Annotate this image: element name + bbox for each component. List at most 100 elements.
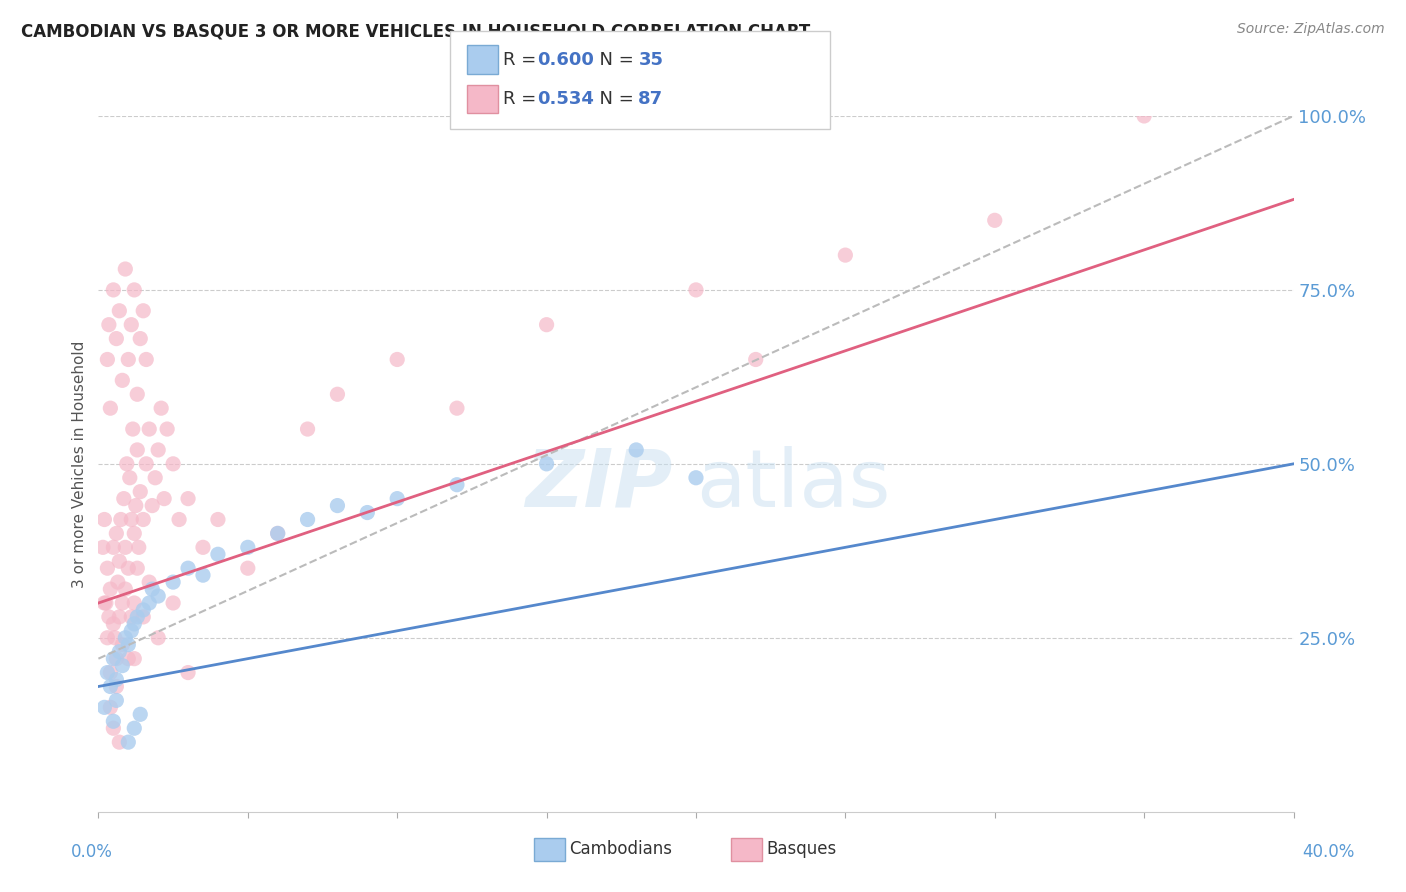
Point: [108, 735, 131, 749]
Point: [129, 332, 152, 346]
Point: [98, 401, 122, 416]
Point: [103, 283, 125, 297]
Point: [117, 561, 139, 575]
Point: [129, 707, 152, 722]
Point: [111, 658, 134, 673]
Text: N =: N =: [588, 90, 640, 108]
Point: [124, 283, 146, 297]
Point: [117, 638, 139, 652]
Point: [834, 248, 856, 262]
Point: [626, 442, 648, 457]
Point: [685, 283, 707, 297]
Point: [97, 610, 120, 624]
Point: [138, 422, 160, 436]
Point: [162, 457, 184, 471]
Point: [446, 401, 468, 416]
Point: [177, 665, 200, 680]
Point: [177, 561, 200, 575]
Point: [111, 373, 134, 387]
Text: N =: N =: [588, 51, 640, 69]
Point: [105, 673, 128, 687]
Point: [94, 596, 117, 610]
Point: [114, 541, 136, 555]
Point: [98, 665, 122, 680]
Point: [162, 575, 184, 590]
Point: [141, 582, 163, 596]
Point: [236, 561, 259, 575]
Point: [105, 651, 128, 665]
Point: [105, 332, 128, 346]
Point: [385, 491, 409, 506]
Point: [117, 651, 139, 665]
Point: [156, 422, 179, 436]
Point: [93, 596, 115, 610]
Point: [236, 541, 259, 555]
Point: [326, 499, 349, 513]
Point: [114, 582, 136, 596]
Point: [745, 352, 768, 367]
Point: [148, 589, 170, 603]
Point: [207, 547, 229, 561]
Point: [108, 303, 131, 318]
Point: [103, 714, 125, 729]
Point: [105, 680, 128, 694]
Point: [103, 651, 125, 665]
Point: [107, 575, 129, 590]
Point: [129, 484, 152, 499]
Point: [124, 616, 146, 631]
Point: [96, 561, 118, 575]
Point: [127, 442, 149, 457]
Point: [125, 499, 148, 513]
Point: [96, 665, 118, 680]
Text: atlas: atlas: [696, 446, 890, 524]
Point: [191, 568, 214, 582]
Point: [103, 541, 125, 555]
Point: [117, 352, 139, 367]
Point: [103, 721, 125, 735]
Point: [103, 616, 125, 631]
Point: [124, 651, 146, 665]
Text: 40.0%: 40.0%: [1302, 843, 1355, 861]
Point: [96, 352, 118, 367]
Point: [191, 541, 214, 555]
Point: [105, 526, 128, 541]
Point: [98, 700, 122, 714]
Point: [984, 213, 1007, 227]
Point: [118, 471, 141, 485]
Point: [120, 624, 142, 638]
Point: [162, 596, 184, 610]
Point: [267, 526, 290, 541]
Point: [127, 387, 149, 401]
Point: [120, 318, 142, 332]
Point: [121, 422, 143, 436]
Text: Cambodians: Cambodians: [569, 840, 672, 858]
Point: [138, 575, 160, 590]
Point: [128, 541, 150, 555]
Text: R =: R =: [503, 90, 543, 108]
Point: [112, 491, 135, 506]
Point: [148, 631, 170, 645]
Point: [1133, 109, 1156, 123]
Text: 0.600: 0.600: [537, 51, 593, 69]
Text: 0.534: 0.534: [537, 90, 593, 108]
Point: [124, 596, 146, 610]
Text: Basques: Basques: [766, 840, 837, 858]
Text: CAMBODIAN VS BASQUE 3 OR MORE VEHICLES IN HOUSEHOLD CORRELATION CHART: CAMBODIAN VS BASQUE 3 OR MORE VEHICLES I…: [21, 22, 810, 40]
Y-axis label: 3 or more Vehicles in Household: 3 or more Vehicles in Household: [72, 340, 87, 588]
Point: [108, 554, 131, 568]
Point: [135, 352, 157, 367]
Point: [111, 638, 134, 652]
Point: [108, 610, 131, 624]
Point: [148, 442, 170, 457]
Point: [326, 387, 349, 401]
Point: [267, 526, 290, 541]
Point: [446, 477, 468, 491]
Point: [97, 318, 120, 332]
Point: [96, 631, 118, 645]
Text: ZIP: ZIP: [524, 446, 672, 524]
Point: [207, 512, 229, 526]
Point: [536, 457, 558, 471]
Point: [297, 512, 319, 526]
Point: [114, 262, 136, 277]
Text: R =: R =: [503, 51, 543, 69]
